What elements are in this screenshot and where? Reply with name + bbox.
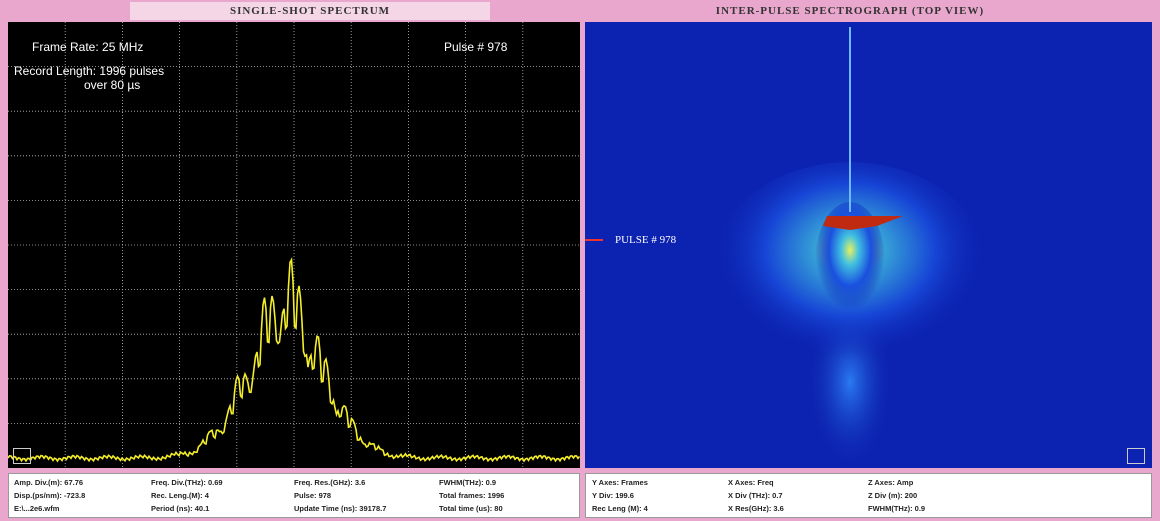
info-field: Rec Leng (M): 4 xyxy=(592,504,648,513)
info-field: Pulse: 978 xyxy=(294,491,331,500)
pulse-marker: PULSE # 978 xyxy=(615,234,676,246)
info-field: Freq. Res.(GHz): 3.6 xyxy=(294,478,365,487)
info-field: FWHM(THz): 0.9 xyxy=(868,504,925,513)
info-field: E:\...2e6.wfm xyxy=(14,504,59,513)
right-title: INTER-PULSE SPECTROGRAPH (TOP VIEW) xyxy=(640,2,1060,20)
info-field: Total frames: 1996 xyxy=(439,491,504,500)
pulse-label: Pulse # 978 xyxy=(444,40,507,54)
info-field: Rec. Leng.(M): 4 xyxy=(151,491,209,500)
info-field: Amp. Div.(m): 67.76 xyxy=(14,478,83,487)
info-field: Total time (us): 80 xyxy=(439,504,503,513)
info-field: Update Time (ns): 39178.7 xyxy=(294,504,386,513)
info-field: Z Axes: Amp xyxy=(868,478,913,487)
info-field: Freq. Div.(THz): 0.69 xyxy=(151,478,223,487)
app: {"left_panel": {"title": "SINGLE-SHOT SP… xyxy=(0,0,1160,521)
expand-button[interactable] xyxy=(1127,448,1145,464)
left-title: SINGLE-SHOT SPECTRUM xyxy=(130,2,490,20)
left-info-panel: Amp. Div.(m): 67.76 Freq. Div.(THz): 0.69… xyxy=(8,473,580,518)
info-field: X Res(GHz): 3.6 xyxy=(728,504,784,513)
info-field: Y Div: 199.6 xyxy=(592,491,634,500)
record-length: Record Length: 1996 pulses xyxy=(14,64,164,78)
right-info-panel: Y Axes: Frames X Axes: Freq Z Axes: Amp Y D… xyxy=(585,473,1152,518)
frame-rate: Frame Rate: 25 MHz xyxy=(32,40,143,54)
info-field: Y Axes: Frames xyxy=(592,478,648,487)
info-field: FWHM(THz): 0.9 xyxy=(439,478,496,487)
info-field: Z Div (m): 200 xyxy=(868,491,917,500)
record-time: over 80 µs xyxy=(84,78,140,92)
expand-button[interactable] xyxy=(13,448,31,464)
info-field: X Div (THz): 0.7 xyxy=(728,491,783,500)
info-field: Disp.(ps/nm): -723.8 xyxy=(14,491,85,500)
info-field: Period (ns): 40.1 xyxy=(151,504,209,513)
info-field: X Axes: Freq xyxy=(728,478,774,487)
